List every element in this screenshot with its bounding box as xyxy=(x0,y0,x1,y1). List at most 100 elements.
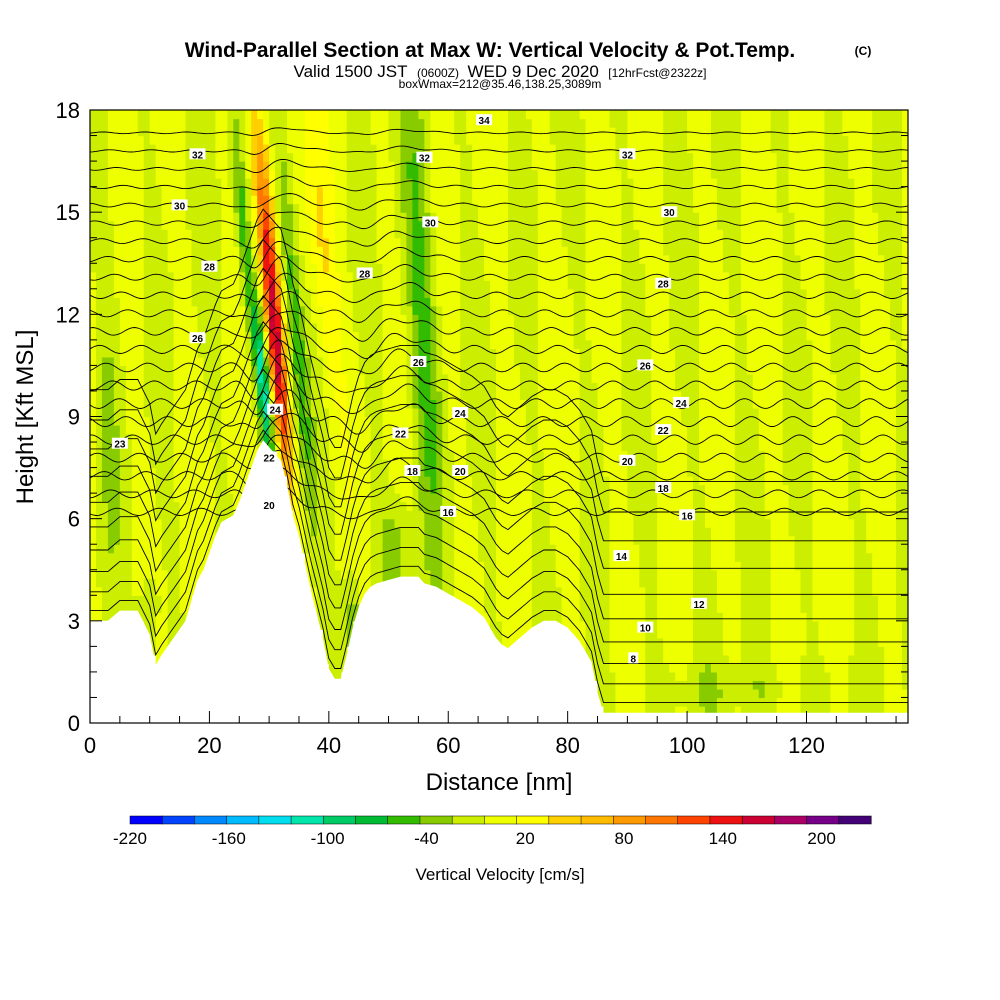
velocity-cell xyxy=(95,373,103,384)
velocity-cell xyxy=(131,493,139,503)
velocity-cell xyxy=(507,552,515,562)
velocity-cell xyxy=(340,535,348,545)
velocity-cell xyxy=(95,237,103,247)
velocity-cell xyxy=(561,305,569,315)
velocity-cell xyxy=(585,152,593,162)
velocity-cell xyxy=(543,382,551,392)
velocity-cell xyxy=(239,425,246,435)
velocity-cell xyxy=(549,501,557,511)
velocity-cell xyxy=(531,161,539,171)
velocity-cell xyxy=(137,305,145,315)
velocity-cell xyxy=(233,416,240,426)
velocity-cell xyxy=(227,356,234,367)
velocity-cell xyxy=(555,459,563,469)
velocity-cell xyxy=(424,425,431,435)
velocity-cell xyxy=(519,535,527,545)
velocity-cell xyxy=(466,331,473,341)
velocity-cell xyxy=(406,450,414,460)
velocity-cell xyxy=(125,305,133,315)
velocity-cell xyxy=(304,186,312,196)
velocity-cell xyxy=(161,356,169,367)
velocity-cell xyxy=(537,612,545,622)
velocity-cell xyxy=(484,552,491,562)
velocity-cell xyxy=(406,186,414,196)
velocity-cell xyxy=(245,246,252,256)
velocity-cell xyxy=(406,407,414,418)
velocity-cell xyxy=(567,246,575,256)
velocity-cell xyxy=(101,552,109,562)
velocity-cell xyxy=(161,382,169,392)
velocity-cell xyxy=(466,297,473,307)
velocity-cell xyxy=(161,314,169,324)
velocity-cell xyxy=(567,263,575,273)
velocity-cell xyxy=(406,127,414,137)
velocity-cell xyxy=(304,203,312,213)
velocity-cell xyxy=(173,348,181,358)
velocity-cell xyxy=(591,186,599,196)
velocity-cell xyxy=(322,586,330,596)
velocity-cell xyxy=(310,169,318,179)
velocity-cell xyxy=(442,442,449,452)
velocity-cell xyxy=(472,450,479,460)
velocity-cell xyxy=(537,118,545,128)
velocity-cell xyxy=(310,297,318,307)
velocity-cell xyxy=(269,229,276,239)
velocity-cell xyxy=(507,637,515,647)
velocity-cell xyxy=(597,595,605,605)
velocity-cell xyxy=(125,254,133,264)
velocity-cell xyxy=(179,212,187,222)
velocity-cell xyxy=(466,407,473,418)
velocity-cell xyxy=(418,433,425,443)
velocity-cell xyxy=(328,527,336,537)
velocity-cell xyxy=(107,297,115,307)
velocity-cell xyxy=(287,195,294,205)
velocity-cell xyxy=(113,603,121,613)
velocity-cell xyxy=(334,178,342,188)
velocity-cell xyxy=(334,186,342,196)
velocity-cell xyxy=(496,127,503,137)
velocity-cell xyxy=(484,178,491,188)
velocity-cell xyxy=(418,254,425,264)
velocity-cell xyxy=(173,161,181,171)
velocity-cell xyxy=(591,339,599,349)
velocity-cell xyxy=(322,161,330,171)
velocity-cell xyxy=(531,399,539,409)
velocity-cell xyxy=(597,484,605,494)
velocity-cell xyxy=(591,305,599,315)
velocity-cell xyxy=(334,254,342,264)
velocity-cell xyxy=(412,510,419,520)
velocity-cell xyxy=(173,586,181,596)
velocity-cell xyxy=(501,186,509,196)
velocity-cell xyxy=(567,348,575,358)
velocity-cell xyxy=(460,586,467,596)
velocity-cell xyxy=(537,535,545,545)
velocity-cell xyxy=(131,135,139,145)
velocity-cell xyxy=(90,373,97,384)
velocity-cell xyxy=(233,348,240,358)
velocity-cell xyxy=(561,407,569,418)
velocity-cell xyxy=(281,407,288,418)
velocity-cell xyxy=(203,476,211,486)
velocity-cell xyxy=(352,246,360,256)
velocity-cell xyxy=(406,237,414,247)
velocity-cell xyxy=(466,118,473,128)
velocity-cell xyxy=(137,501,145,511)
velocity-cell xyxy=(281,127,288,137)
velocity-cell xyxy=(364,373,372,384)
velocity-cell xyxy=(567,535,575,545)
velocity-cell xyxy=(125,390,133,401)
velocity-cell xyxy=(227,399,234,409)
velocity-cell xyxy=(107,365,115,375)
velocity-cell xyxy=(376,510,384,520)
velocity-cell xyxy=(161,373,169,384)
velocity-cell xyxy=(513,552,521,562)
velocity-cell xyxy=(245,161,252,171)
velocity-cell xyxy=(293,382,300,392)
velocity-cell xyxy=(340,297,348,307)
velocity-cell xyxy=(281,467,288,477)
velocity-cell xyxy=(257,212,264,222)
velocity-cell xyxy=(513,612,521,622)
velocity-cell xyxy=(346,263,354,273)
velocity-cell xyxy=(233,501,240,511)
velocity-cell xyxy=(424,535,431,545)
